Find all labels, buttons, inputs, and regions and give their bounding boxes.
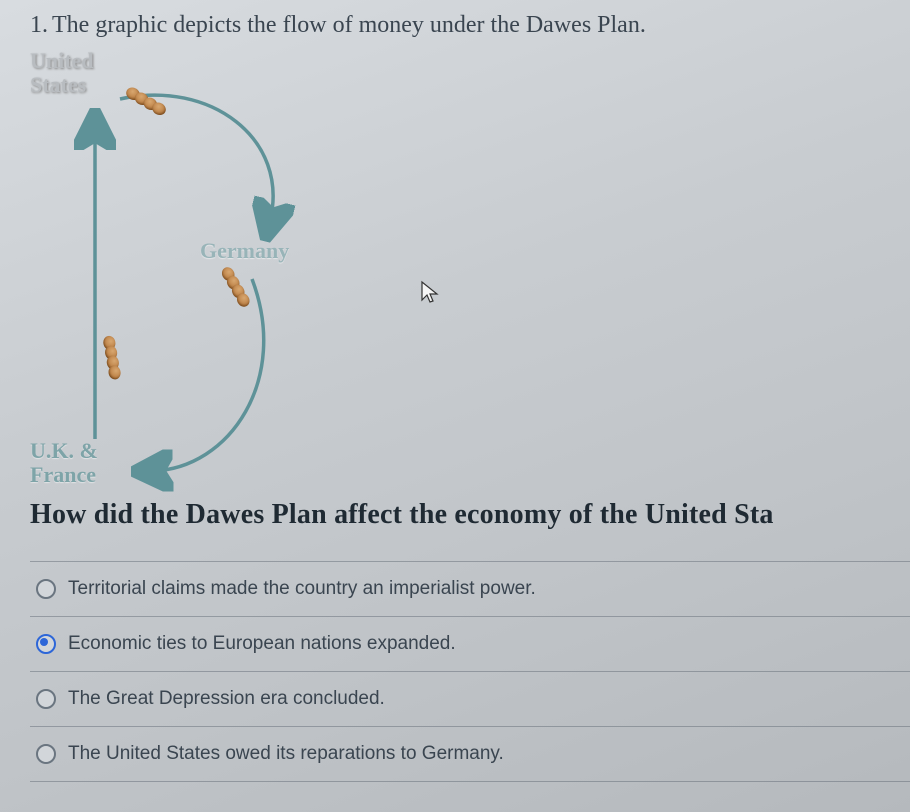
edge-germany-to-ukfr bbox=[152, 279, 264, 471]
radio-button[interactable] bbox=[36, 689, 56, 709]
question-intro: The graphic depicts the flow of money un… bbox=[52, 12, 646, 38]
option-row[interactable]: The United States owed its reparations t… bbox=[30, 726, 910, 782]
question-number: 1. bbox=[30, 12, 48, 38]
option-label: Economic ties to European nations expand… bbox=[68, 633, 456, 655]
radio-button[interactable] bbox=[36, 634, 56, 654]
radio-button[interactable] bbox=[36, 744, 56, 764]
option-row[interactable]: Territorial claims made the country an i… bbox=[30, 561, 910, 616]
options-list: Territorial claims made the country an i… bbox=[30, 561, 910, 782]
dawes-plan-diagram: UnitedStates Germany U.K. &France bbox=[30, 49, 430, 489]
option-row[interactable]: The Great Depression era concluded. bbox=[30, 671, 910, 726]
option-label: Territorial claims made the country an i… bbox=[68, 578, 536, 600]
edge-us-to-germany bbox=[120, 95, 273, 221]
node-germany-label: Germany bbox=[200, 239, 289, 263]
option-label: The Great Depression era concluded. bbox=[68, 688, 385, 710]
option-row[interactable]: Economic ties to European nations expand… bbox=[30, 616, 910, 671]
option-label: The United States owed its reparations t… bbox=[68, 743, 504, 765]
question-header: 1. The graphic depicts the flow of money… bbox=[30, 12, 910, 39]
quiz-page: 1. The graphic depicts the flow of money… bbox=[0, 0, 910, 812]
node-us-label: UnitedStates bbox=[30, 49, 94, 97]
node-ukfr-label: U.K. &France bbox=[30, 439, 98, 487]
radio-button[interactable] bbox=[36, 579, 56, 599]
